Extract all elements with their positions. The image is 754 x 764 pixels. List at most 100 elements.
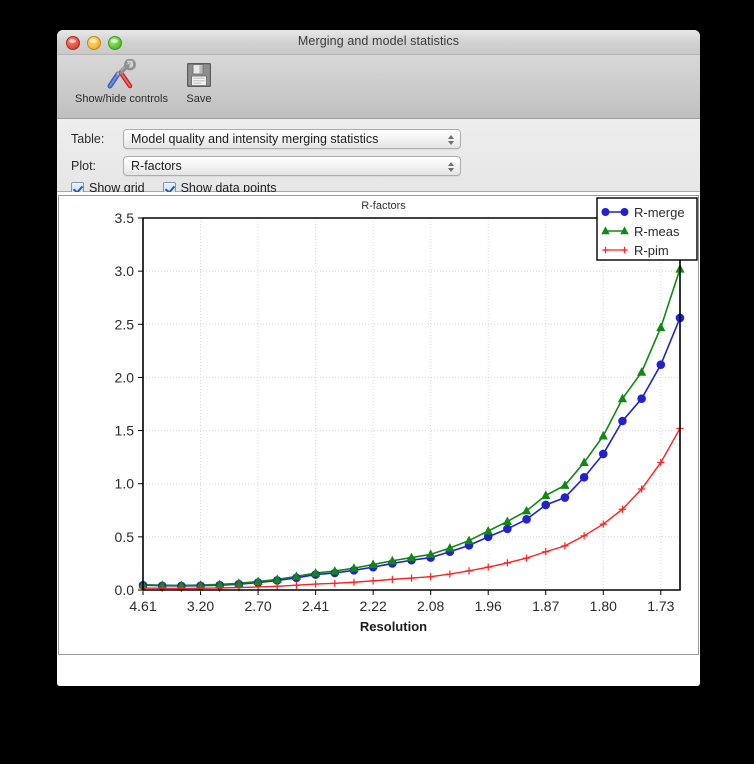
save-button[interactable]: Save xyxy=(180,58,218,105)
data-point-r-merge xyxy=(618,416,627,426)
plot-canvas[interactable]: R-factors 0.0 0.5 1.0 1.5 2.0 2.5 3.0 3.5 4.61 3.2… xyxy=(58,195,699,655)
x-axis-tick-label: 2.08 xyxy=(417,598,444,614)
data-point-r-pim xyxy=(177,584,185,593)
minimize-button[interactable] xyxy=(87,36,101,50)
series-line-r-meas xyxy=(142,268,681,587)
data-point-r-merge xyxy=(598,449,608,459)
data-point-r-merge xyxy=(637,394,646,403)
data-point-r-meas xyxy=(368,559,378,569)
data-point-r-meas xyxy=(617,393,628,403)
data-point-r-pim xyxy=(638,485,646,493)
app-window: Merging and model statistics xyxy=(57,30,700,686)
y-axis-tick-label: 1.0 xyxy=(115,476,135,492)
legend-marker xyxy=(601,208,610,216)
window-titlebar[interactable]: Merging and model statistics xyxy=(57,30,700,55)
data-point-r-merge xyxy=(522,515,531,524)
data-point-r-merge xyxy=(483,532,493,542)
legend-label: R-merge xyxy=(634,205,685,220)
table-label: Table: xyxy=(71,131,105,146)
table-row: Table: Model quality and intensity mergi… xyxy=(71,127,700,150)
x-axis-tick-label: 3.20 xyxy=(187,598,214,614)
plot-frame xyxy=(142,217,681,591)
chevron-updown-icon[interactable] xyxy=(445,132,456,148)
x-axis-tick-label: 1.73 xyxy=(647,598,674,614)
data-point-r-pim xyxy=(446,570,454,578)
save-label: Save xyxy=(186,93,212,105)
data-point-r-pim xyxy=(599,520,607,528)
data-point-r-pim xyxy=(388,575,396,583)
y-axis-tick-label: 1.5 xyxy=(115,423,135,439)
legend-marker xyxy=(601,226,610,235)
y-axis-tick-label: 3.5 xyxy=(115,210,135,226)
data-point-r-meas xyxy=(234,578,244,587)
plot-select[interactable]: R-factors xyxy=(123,155,461,176)
legend-label: R-pim xyxy=(634,243,669,258)
controls-panel: Table: Model quality and intensity mergi… xyxy=(57,119,700,195)
y-axis-tick-label: 2.0 xyxy=(115,369,135,385)
legend-marker xyxy=(602,246,609,254)
data-point-r-pim xyxy=(292,581,301,589)
y-axis-tick-label: 0.5 xyxy=(115,529,135,545)
data-point-r-pim xyxy=(465,567,473,575)
data-point-r-pim xyxy=(522,554,531,562)
x-axis-tick-label: 1.96 xyxy=(475,598,502,614)
data-point-r-meas xyxy=(637,367,647,376)
data-point-r-meas xyxy=(387,555,397,565)
checkbox-row: Show grid Show data points xyxy=(71,181,700,195)
show-data-points-label: Show data points xyxy=(180,181,277,195)
data-point-r-pim xyxy=(369,577,377,585)
data-point-r-pim xyxy=(407,574,416,582)
toolbar: Show/hide controls xyxy=(57,55,700,119)
data-point-r-pim xyxy=(484,563,492,571)
table-select[interactable]: Model quality and intensity merging stat… xyxy=(123,128,461,149)
data-point-r-pim xyxy=(561,542,569,550)
data-point-r-meas xyxy=(598,430,608,440)
data-point-r-meas xyxy=(311,567,321,577)
y-axis-tick-label: 0.0 xyxy=(115,582,135,598)
data-point-r-meas xyxy=(521,505,532,515)
data-point-r-pim xyxy=(331,579,339,587)
plot-select-value: R-factors xyxy=(131,158,182,173)
x-axis-label: Resolution xyxy=(360,619,427,634)
data-point-r-merge xyxy=(579,473,589,482)
data-point-r-pim xyxy=(427,573,435,581)
show-data-points-checkbox[interactable]: Show data points xyxy=(162,181,277,195)
data-point-r-meas xyxy=(656,322,666,332)
data-point-r-meas xyxy=(330,566,340,575)
data-point-r-meas xyxy=(195,580,206,589)
data-point-r-merge xyxy=(503,524,512,534)
x-axis-tick-label: 4.61 xyxy=(129,598,156,614)
data-point-r-pim xyxy=(503,559,511,567)
x-axis-tick-label: 1.87 xyxy=(532,598,559,614)
window-title: Merging and model statistics xyxy=(297,34,460,48)
data-point-r-meas xyxy=(215,579,225,589)
show-hide-controls-label: Show/hide controls xyxy=(75,93,168,105)
show-grid-checkbox[interactable]: Show grid xyxy=(71,181,145,195)
x-axis-tick-label: 2.70 xyxy=(244,598,271,614)
data-point-r-meas xyxy=(426,549,436,558)
zoom-button[interactable] xyxy=(108,36,122,50)
tools-icon xyxy=(104,58,138,92)
data-point-r-pim xyxy=(350,578,358,586)
data-point-r-meas xyxy=(483,526,493,535)
x-axis-tick-label: 2.22 xyxy=(360,598,387,614)
data-point-r-pim xyxy=(273,582,281,590)
data-point-r-meas xyxy=(502,516,512,526)
x-axis-tick-label: 1.80 xyxy=(590,598,617,614)
data-point-r-meas xyxy=(406,552,417,562)
chevron-updown-icon[interactable] xyxy=(445,159,456,175)
y-axis-tick-label: 2.5 xyxy=(115,316,135,332)
data-point-r-meas xyxy=(291,571,302,580)
plot-label: Plot: xyxy=(71,158,97,173)
data-point-r-meas xyxy=(541,490,551,500)
show-hide-controls-button[interactable]: Show/hide controls xyxy=(71,58,172,105)
plot-panel: R-factors 0.0 0.5 1.0 1.5 2.0 2.5 3.0 3.5 4.61 3.2… xyxy=(57,192,700,686)
data-point-r-meas xyxy=(176,580,186,590)
data-point-r-merge xyxy=(656,360,666,369)
data-point-r-meas xyxy=(349,563,359,572)
data-point-r-meas xyxy=(445,543,455,552)
close-button[interactable] xyxy=(66,36,80,50)
r-factors-chart[interactable]: R-factors 0.0 0.5 1.0 1.5 2.0 2.5 3.0 3.5 4.61 3.2… xyxy=(59,196,698,654)
data-point-r-meas xyxy=(579,457,589,467)
